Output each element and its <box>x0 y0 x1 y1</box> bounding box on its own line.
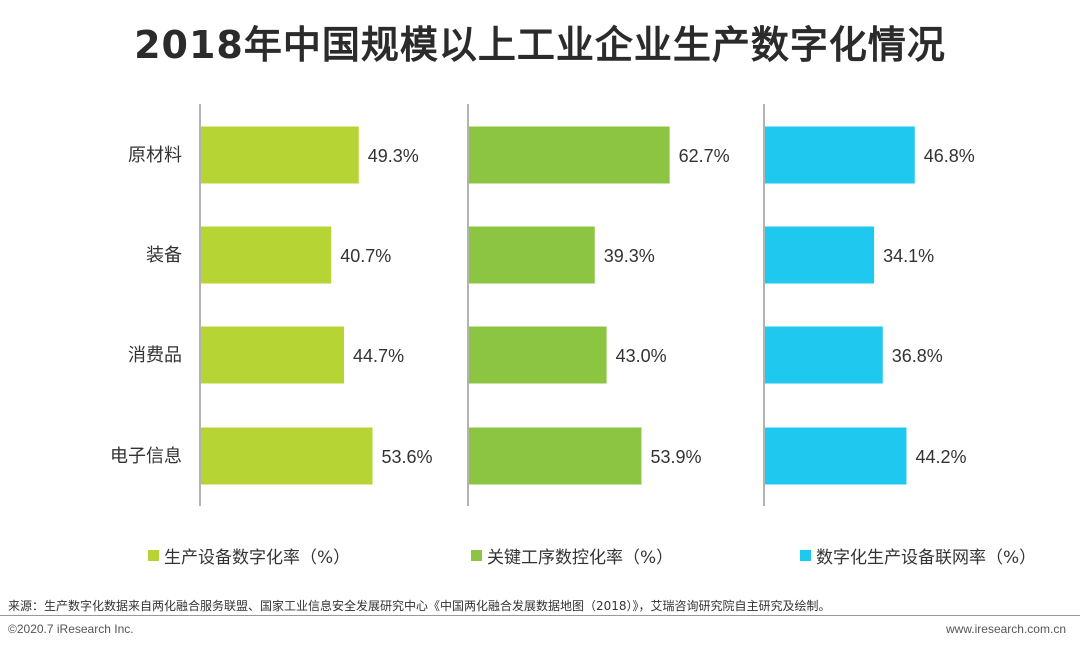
copyright-text: ©2020.7 iResearch Inc. <box>8 622 134 636</box>
legend-swatch-process-nc <box>471 549 482 561</box>
data-label-process-nc-electronics: 53.9% <box>650 447 701 467</box>
bar-process-nc-consumer-goods <box>469 326 607 384</box>
bar-equipment-digitization-consumer-goods <box>201 326 345 384</box>
legend-item-equipment-networking: 数字化生产设备联网率（%） <box>800 543 1037 568</box>
category-label-equipment: 装备 <box>146 245 182 266</box>
legend-item-process-nc: 关键工序数控化率（%） <box>471 543 674 568</box>
legend-label-process-nc: 关键工序数控化率（%） <box>487 547 674 568</box>
chart-title: 2018年中国规模以上工业企业生产数字化情况 <box>134 23 946 67</box>
footer-divider <box>0 615 1080 616</box>
data-label-equipment-networking-equipment: 34.1% <box>883 246 934 266</box>
bar-equipment-digitization-raw-materials <box>201 126 359 184</box>
data-label-equipment-digitization-consumer-goods: 44.7% <box>353 346 404 366</box>
bar-process-nc-equipment <box>469 226 595 284</box>
bar-equipment-networking-electronics <box>765 427 907 485</box>
data-label-equipment-networking-consumer-goods: 36.8% <box>892 346 943 366</box>
data-label-equipment-networking-raw-materials: 46.8% <box>924 146 975 166</box>
bar-equipment-networking-consumer-goods <box>765 326 883 384</box>
data-label-equipment-digitization-raw-materials: 49.3% <box>368 146 419 166</box>
category-label-raw-materials: 原材料 <box>128 145 182 166</box>
data-label-process-nc-raw-materials: 62.7% <box>679 146 730 166</box>
bar-process-nc-raw-materials <box>469 126 670 184</box>
bar-equipment-networking-equipment <box>765 226 875 284</box>
bar-equipment-digitization-electronics <box>201 427 373 485</box>
source-note: 来源：生产数字化数据来自两化融合服务联盟、国家工业信息安全发展研究中心《中国两化… <box>8 599 831 613</box>
legend-label-equipment-networking: 数字化生产设备联网率（%） <box>816 547 1037 568</box>
bar-equipment-networking-raw-materials <box>765 126 915 184</box>
legend-item-equipment-digitization: 生产设备数字化率（%） <box>148 543 351 568</box>
data-label-process-nc-consumer-goods: 43.0% <box>616 346 667 366</box>
legend-swatch-equipment-digitization <box>148 549 159 561</box>
data-label-process-nc-equipment: 39.3% <box>604 246 655 266</box>
category-label-consumer-goods: 消费品 <box>128 345 182 366</box>
data-label-equipment-digitization-equipment: 40.7% <box>340 246 391 266</box>
website-link[interactable]: www.iresearch.com.cn <box>945 622 1066 636</box>
data-label-equipment-digitization-electronics: 53.6% <box>382 447 433 467</box>
legend-swatch-equipment-networking <box>800 549 811 561</box>
data-label-equipment-networking-electronics: 44.2% <box>915 447 966 467</box>
bar-process-nc-electronics <box>469 427 642 485</box>
legend-label-equipment-digitization: 生产设备数字化率（%） <box>164 547 351 568</box>
category-label-electronics: 电子信息 <box>110 446 182 467</box>
bar-equipment-digitization-equipment <box>201 226 332 284</box>
